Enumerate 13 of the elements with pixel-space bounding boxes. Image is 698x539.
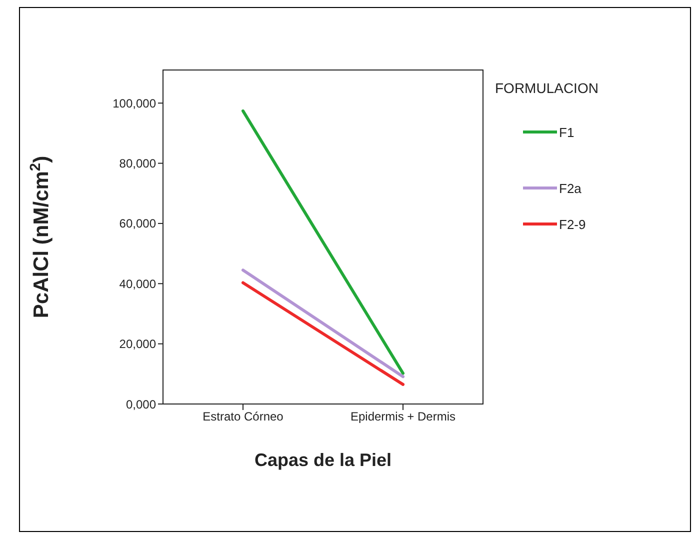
y-tick-label: 40,000 bbox=[119, 276, 156, 291]
y-tick-label: 0,000 bbox=[126, 397, 156, 412]
legend-label: F2a bbox=[559, 180, 582, 196]
y-tick-label: 80,000 bbox=[119, 156, 156, 171]
x-tick-label: Epidermis + Dermis bbox=[350, 410, 456, 424]
legend-label: F2-9 bbox=[559, 216, 586, 232]
legend-title: FORMULACION bbox=[495, 80, 598, 96]
legend-label: F1 bbox=[559, 124, 574, 140]
y-tick-label: 20,000 bbox=[119, 337, 156, 352]
x-axis-title: Capas de la Piel bbox=[254, 450, 392, 470]
x-tick-label: Estrato Córneo bbox=[202, 410, 284, 424]
y-tick-label: 60,000 bbox=[119, 216, 156, 231]
y-tick-label: 100,000 bbox=[112, 96, 156, 110]
